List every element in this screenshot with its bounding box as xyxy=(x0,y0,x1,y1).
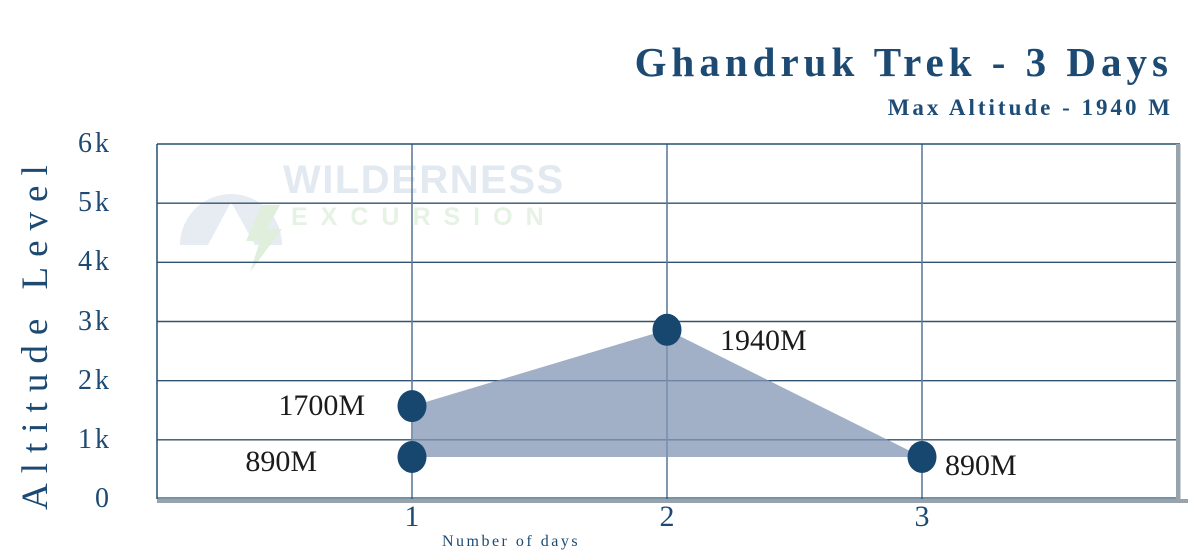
page-title: Ghandruk Trek - 3 Days xyxy=(634,39,1173,85)
chart-subtitle: Max Altitude - 1940 M xyxy=(887,95,1173,120)
watermark-wilderness: WILDERNESS xyxy=(283,158,565,202)
x-axis-title: Number of days xyxy=(441,533,581,550)
point-label-1940M-day2: 1940M xyxy=(720,323,807,357)
logo-lightning-bolt-icon xyxy=(246,205,282,272)
y-tick-4k: 4k xyxy=(78,246,112,278)
y-tick-0: 0 xyxy=(95,483,112,514)
x-tick-day-1: 1 xyxy=(404,500,420,533)
altitude-area-fill xyxy=(412,329,922,457)
altitude-point xyxy=(397,440,427,473)
data-points xyxy=(397,313,937,473)
plot-borders xyxy=(156,143,1188,503)
y-tick-5k: 5k xyxy=(78,187,112,219)
wilderness-excursion-logo xyxy=(180,194,282,272)
y-tick-2k: 2k xyxy=(78,364,112,396)
x-tick-day-3: 3 xyxy=(914,500,930,533)
altitude-point xyxy=(907,440,937,473)
point-label-890M-day3: 890M xyxy=(945,448,1017,482)
altitude-polygon xyxy=(412,329,922,457)
plot-border-right-bar xyxy=(1176,144,1181,500)
altitude-point xyxy=(397,390,427,423)
y-tick-3k: 3k xyxy=(78,305,112,337)
point-label-1700M-day1: 1700M xyxy=(278,389,365,423)
y-tick-1k: 1k xyxy=(78,423,112,455)
x-tick-day-2: 2 xyxy=(659,500,675,533)
y-tick-6k: 6k xyxy=(78,128,112,159)
x-axis-bar xyxy=(157,499,1188,503)
point-label-890M-day1: 890M xyxy=(245,444,317,478)
watermark-excursion: EXCURSION xyxy=(291,203,557,231)
y-axis-title: Altitude Level xyxy=(15,155,56,510)
altitude-point xyxy=(652,313,682,346)
